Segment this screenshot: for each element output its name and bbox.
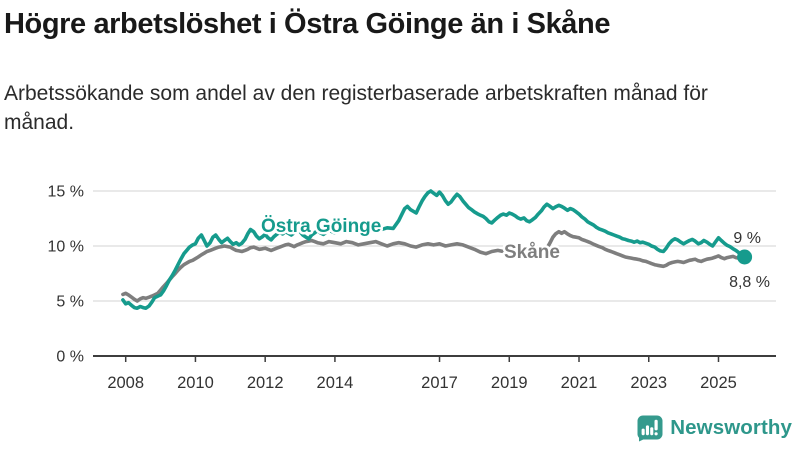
y-tick-label: 10 % [48, 239, 84, 256]
y-tick-label: 0 % [56, 349, 84, 366]
x-tick-label: 2010 [177, 374, 214, 392]
y-tick-label: 5 % [56, 294, 84, 311]
series-label-skane: Skåne [504, 242, 560, 263]
x-tick-label: 2023 [630, 374, 667, 392]
x-tick-label: 2019 [491, 374, 528, 392]
x-tick-label: 2017 [421, 374, 458, 392]
newsworthy-logo[interactable]: Newsworthy [637, 414, 792, 442]
page-title: Högre arbetslöshet i Östra Göinge än i S… [4, 8, 611, 40]
end-value-label-ostra-goinge: 9 % [733, 230, 761, 247]
unemployment-line-chart: 0 % 5 % 10 % 15 % 2008 2010 2012 2014 2017 2019 20… [48, 184, 776, 392]
y-tick-label: 15 % [48, 184, 84, 201]
x-tick-label: 2014 [317, 374, 354, 392]
series-label-ostra-goinge: Östra Göinge [261, 216, 381, 237]
newsworthy-logo-text: Newsworthy [670, 416, 792, 439]
x-tick-label: 2025 [700, 374, 737, 392]
newsworthy-logo-icon [637, 415, 663, 441]
latest-value-dot [737, 249, 753, 265]
line-series-ostra-goinge [121, 189, 747, 310]
page-subtitle: Arbetssökande som andel av den registerb… [4, 82, 708, 134]
x-tick-label: 2012 [247, 374, 284, 392]
line-series-skane [121, 229, 747, 303]
x-tick-label: 2021 [561, 374, 598, 392]
x-tick-label: 2008 [107, 374, 144, 392]
end-value-label-skane: 8,8 % [729, 274, 770, 291]
